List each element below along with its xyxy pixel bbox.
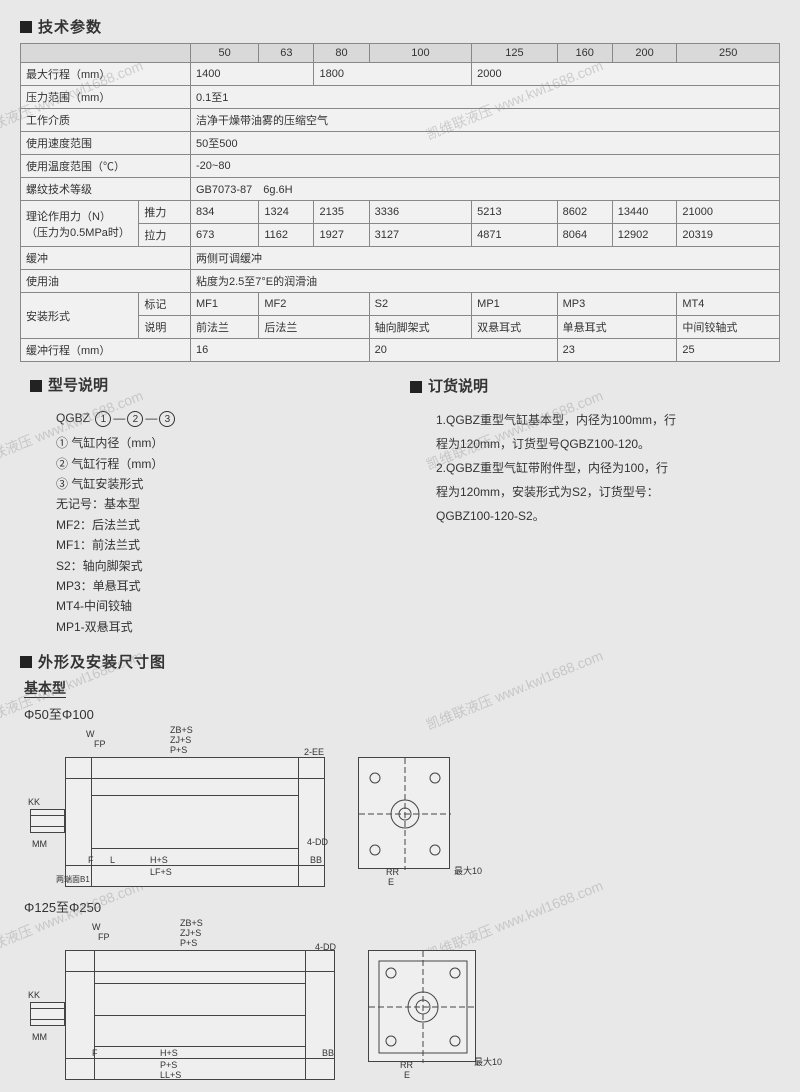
order-description: 订货说明 1.QGBZ重型气缸基本型，内径为100mm，行 程为120mm，订货… (400, 372, 780, 637)
order-line: 2.QGBZ重型气缸带附件型，内径为100，行 (436, 456, 770, 480)
table-row: 最大行程（mm）140018002000 (21, 63, 780, 86)
model-code: QGBZ 1—2—3 (56, 407, 390, 430)
table-row: 使用速度范围50至500 (21, 132, 780, 155)
legend-item: S2：轴向脚架式 (56, 556, 390, 576)
model-item: ① 气缸内径（mm） (56, 433, 390, 453)
table-row: 压力范围（mm）0.1至1 (21, 86, 780, 109)
table-row: 螺纹技术等级GB7073-87 6g.6H (21, 178, 780, 201)
table-header-row: 50 63 80 100 125 160 200 250 (21, 44, 780, 63)
diagram-side-c: ZB+S ZJ+S P+S W FP 4-DD KK MM H+S P+S LL… (30, 920, 340, 1080)
legend-item: 无记号：基本型 (56, 494, 390, 514)
square-bullet-icon (30, 380, 42, 392)
range-label: Φ125至Φ250 (24, 897, 780, 916)
legend-item: MT4-中间铰轴 (56, 596, 390, 616)
section-label: 外形及安装尺寸图 (38, 651, 166, 672)
table-row: 理论作用力（N） （压力为0.5MPa时） 推力 834132421353336… (21, 201, 780, 224)
legend-item: MF2：后法兰式 (56, 515, 390, 535)
subsection-basic-type: 基本型 (24, 678, 780, 698)
table-row: 使用油粘度为2.5至7°E的润滑油 (21, 270, 780, 293)
legend-item: MP1-双悬耳式 (56, 617, 390, 637)
square-bullet-icon (410, 381, 422, 393)
model-item: ② 气缸行程（mm） (56, 454, 390, 474)
range-label: Φ50至Φ100 (24, 704, 780, 723)
table-row: 缓冲行程（mm） 16202325 (21, 339, 780, 362)
section-title-dims: 外形及安装尺寸图 (20, 651, 780, 672)
legend-item: MF1：前法兰式 (56, 535, 390, 555)
section-title-specs: 技术参数 (20, 16, 780, 37)
order-line: 程为120mm，订货型号QGBZ100-120。 (436, 432, 770, 456)
section-label: 订货说明 (428, 372, 488, 402)
order-line: 程为120mm，安装形式为S2，订货型号： (436, 480, 770, 504)
diagram-side-a: ZB+S ZJ+S P+S W FP 2-EE KK MM H+S LF+S F… (30, 727, 330, 887)
diagram-end-b: RR E 最大10 (348, 727, 478, 887)
section-label: 技术参数 (38, 16, 102, 37)
order-line: 1.QGBZ重型气缸基本型，内径为100mm，行 (436, 408, 770, 432)
diagram-end-d: RR E 最大10 (358, 920, 498, 1080)
order-line: QGBZ100-120-S2。 (436, 504, 770, 528)
legend-item: MP3：单悬耳式 (56, 576, 390, 596)
table-row: 使用温度范围（℃）-20~80 (21, 155, 780, 178)
table-row: 安装形式 标记 MF1MF2S2MP1MP3MT4 (21, 293, 780, 316)
table-row: 缓冲两侧可调缓冲 (21, 247, 780, 270)
table-row: 工作介质洁净干燥带油雾的压缩空气 (21, 109, 780, 132)
section-label: 型号说明 (48, 372, 108, 401)
model-item: ③ 气缸安装形式 (56, 474, 390, 494)
model-description: 型号说明 QGBZ 1—2—3 ① 气缸内径（mm） ② 气缸行程（mm） ③ … (20, 372, 400, 637)
square-bullet-icon (20, 656, 32, 668)
square-bullet-icon (20, 21, 32, 33)
spec-table: 50 63 80 100 125 160 200 250 最大行程（mm）140… (20, 43, 780, 362)
